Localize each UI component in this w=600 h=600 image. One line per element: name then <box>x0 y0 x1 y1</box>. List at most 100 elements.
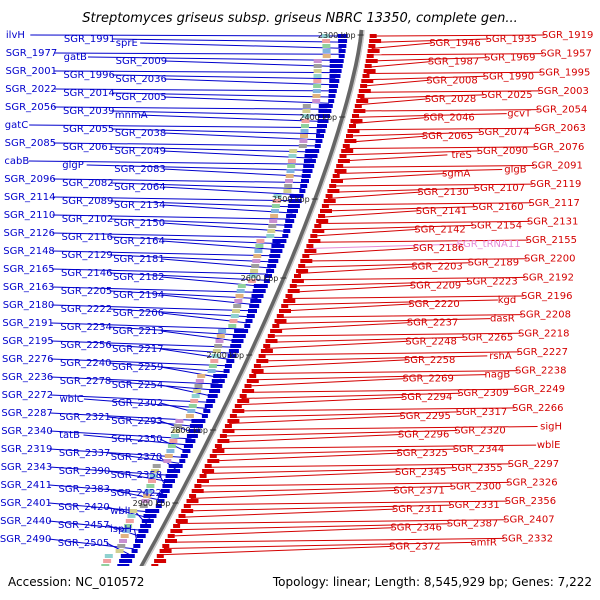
label-connector-line <box>28 160 311 165</box>
forward-gene <box>329 79 340 83</box>
label-connector-line <box>140 42 342 49</box>
gene-label: SGR_2195 <box>2 336 54 347</box>
label-connector-line <box>325 202 532 206</box>
reverse-gene <box>154 559 167 563</box>
forward-gene <box>204 404 213 408</box>
label-connector-line <box>241 392 460 399</box>
label-connector-line <box>162 186 300 196</box>
gene-label: SGR_1991 <box>64 34 116 45</box>
forward-gene <box>182 449 191 453</box>
gene-function-block <box>271 204 280 208</box>
label-connector-line <box>106 542 131 556</box>
label-connector-line <box>210 452 400 462</box>
gene-label: SGR_2343 <box>1 462 53 473</box>
forward-gene <box>168 464 183 468</box>
reverse-gene <box>212 449 225 453</box>
label-connector-line <box>83 434 189 446</box>
label-connector-line <box>170 527 394 537</box>
label-connector-line <box>180 508 395 518</box>
gene-label: SGR_2383 <box>59 484 111 495</box>
forward-gene <box>284 224 293 228</box>
gene-function-block <box>289 149 298 153</box>
gene-label: SGR_2259 <box>112 362 163 373</box>
forward-gene <box>271 244 285 248</box>
gene-label: SGR_2490 <box>0 534 51 545</box>
gene-function-block <box>169 439 178 443</box>
gene-label: SGR_2001 <box>6 66 58 77</box>
gene-label: ilvH <box>6 30 25 41</box>
label-connector-line <box>244 388 517 393</box>
forward-gene <box>227 354 237 358</box>
label-connector-line <box>52 214 291 220</box>
backbone-highlight <box>141 29 365 571</box>
label-connector-line <box>48 520 144 531</box>
gene-function-block <box>170 434 179 438</box>
label-connector-line <box>50 376 219 385</box>
label-connector-line <box>298 266 415 274</box>
reverse-gene <box>334 169 347 173</box>
forward-gene <box>228 349 239 353</box>
reverse-gene <box>181 509 194 513</box>
gene-function-block <box>302 104 311 108</box>
forward-gene <box>232 334 246 338</box>
gene-function-block <box>103 559 112 563</box>
gene-function-block <box>312 89 321 93</box>
forward-gene <box>143 514 157 518</box>
forward-gene <box>155 504 162 508</box>
gene-label: SGR_2074 <box>478 127 530 138</box>
label-connector-line <box>163 150 313 159</box>
gene-label: SGR_2276 <box>2 354 54 365</box>
gene-function-block <box>228 324 237 328</box>
footer-background <box>0 566 600 600</box>
gene-label: SGR_2154 <box>471 220 523 231</box>
gene-label: SGR_2223 <box>466 276 518 287</box>
gene-function-block <box>164 454 173 458</box>
gene-label: SGR_2326 <box>506 477 558 488</box>
gene-label: SGR_2117 <box>528 198 580 209</box>
gene-label: SGR_2150 <box>114 218 166 229</box>
label-connector-line <box>163 168 306 177</box>
gene-label: tatB <box>59 430 80 441</box>
forward-gene <box>315 139 323 143</box>
gene-label: SGR_2089 <box>62 196 114 207</box>
label-connector-line <box>253 370 518 374</box>
reverse-gene <box>329 184 337 188</box>
gene-function-block <box>249 274 257 278</box>
label-connector-line <box>112 38 343 43</box>
label-connector-line <box>87 56 340 61</box>
label-connector-line <box>161 330 239 342</box>
label-connector-line <box>110 254 274 263</box>
label-connector-line <box>349 131 481 137</box>
label-connector-line <box>53 142 317 147</box>
forward-gene <box>164 479 175 483</box>
reverse-gene <box>167 534 175 538</box>
forward-gene <box>338 54 345 58</box>
label-connector-line <box>109 308 250 318</box>
label-connector-line <box>51 304 253 312</box>
forward-gene <box>246 314 255 318</box>
reverse-gene <box>281 304 289 308</box>
reverse-gene <box>260 349 273 353</box>
reverse-gene <box>234 404 242 408</box>
gene-label: SGR_2287 <box>1 408 53 419</box>
reverse-gene <box>202 469 215 473</box>
gene-function-block <box>151 469 160 473</box>
gene-function-block <box>193 389 202 393</box>
gene-label: SGR_2116 <box>62 232 114 243</box>
gene-label: SGR_2063 <box>534 123 586 134</box>
reverse-gene <box>244 384 252 388</box>
reverse-gene <box>362 74 370 78</box>
gene-label: SGR_1946 <box>429 38 481 49</box>
gene-function-block <box>266 234 275 238</box>
label-connector-line <box>282 303 412 312</box>
reverse-gene <box>276 314 284 318</box>
gene-function-block <box>194 384 203 388</box>
reverse-gene <box>232 409 245 413</box>
label-connector-line <box>54 52 341 55</box>
gene-label: SGR_2278 <box>60 376 112 387</box>
reverse-gene <box>191 489 204 493</box>
gene-label: SGR_2130 <box>417 187 469 198</box>
gene-label: SGR_1996 <box>63 70 115 81</box>
gene-function-block <box>208 364 217 368</box>
